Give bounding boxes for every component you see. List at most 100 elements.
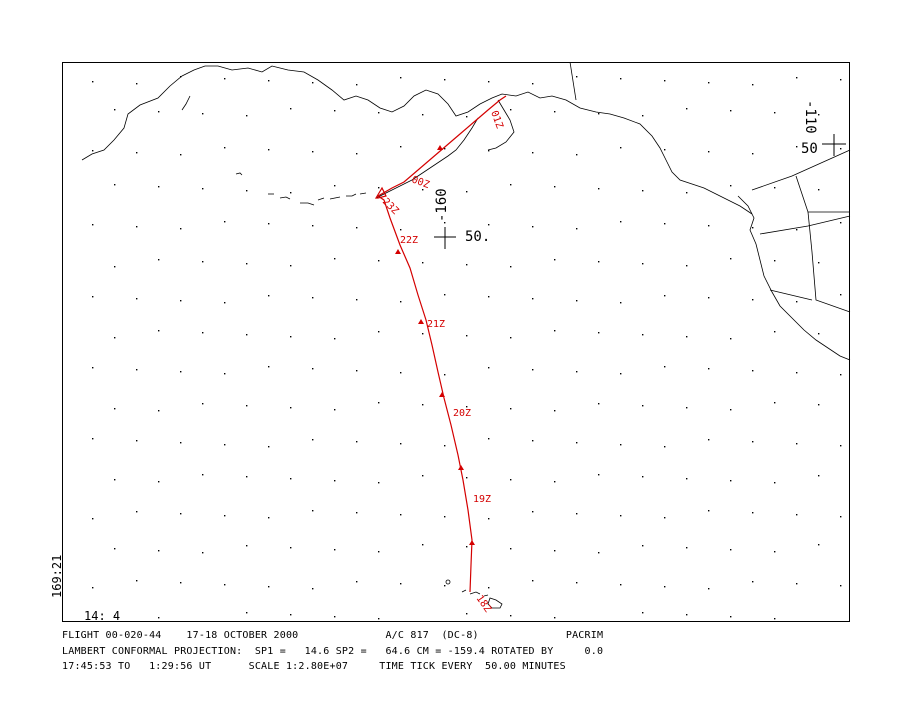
grid-dot — [554, 330, 556, 332]
grid-dot — [422, 544, 424, 546]
grid-dot — [466, 546, 468, 548]
time-label-18z: 18Z — [474, 593, 493, 614]
grid-dot — [840, 294, 842, 296]
grid-dot — [796, 77, 798, 79]
grid-dot — [576, 442, 578, 444]
grid-dot — [466, 477, 468, 479]
grid-dot — [686, 547, 688, 549]
grid-dot — [400, 583, 402, 585]
grid-dot — [576, 371, 578, 373]
grid-dot — [202, 332, 204, 334]
grid-dot — [268, 586, 270, 588]
grid-dot — [268, 446, 270, 448]
grid-dot — [268, 223, 270, 225]
grid-dot — [400, 514, 402, 516]
grid-dot — [642, 115, 644, 117]
grid-dot — [158, 111, 160, 113]
grid-dot — [576, 582, 578, 584]
grid-dot — [444, 516, 446, 518]
grid-dot — [312, 510, 314, 512]
grid-dot — [510, 184, 512, 186]
grid-dot — [202, 113, 204, 115]
grid-dot — [840, 445, 842, 447]
grid-dot — [598, 332, 600, 334]
grid-dot — [92, 587, 94, 589]
grid-dot — [356, 84, 358, 86]
grid-dot — [730, 110, 732, 112]
grid-dot — [246, 612, 248, 614]
grid-dot — [158, 259, 160, 261]
footer-projection-line: LAMBERT CONFORMAL PROJECTION: SP1 = 14.6… — [62, 646, 604, 657]
grid-dot — [312, 151, 314, 153]
grid-dot — [202, 474, 204, 476]
flight-track — [374, 95, 507, 593]
grid-dot — [378, 482, 380, 484]
grid-dot — [708, 225, 710, 227]
grid-dot — [818, 544, 820, 546]
grid-dot — [796, 583, 798, 585]
grid-dot — [510, 337, 512, 339]
grid-dot — [180, 371, 182, 373]
grid-dot — [532, 298, 534, 300]
grid-dot — [620, 444, 622, 446]
grid-dot — [400, 146, 402, 148]
grid-dot — [598, 188, 600, 190]
grid-dot — [92, 224, 94, 226]
grid-dot — [664, 517, 666, 519]
alaska-coastline — [81, 61, 753, 215]
grid-dot — [268, 149, 270, 151]
grid-dot — [510, 408, 512, 410]
grid-dot — [488, 224, 490, 226]
grid-dot — [686, 336, 688, 338]
grid-dot — [510, 109, 512, 111]
grid-dot — [114, 184, 116, 186]
grid-dot — [136, 369, 138, 371]
grid-dot — [422, 333, 424, 335]
grid-dot — [488, 587, 490, 589]
grid-dot — [312, 225, 314, 227]
grid-dot — [686, 192, 688, 194]
grid-dot — [818, 475, 820, 477]
grid-dot — [246, 405, 248, 407]
grid-dot — [664, 80, 666, 82]
grid-dot — [840, 222, 842, 224]
grid-dot — [290, 192, 292, 194]
grid-dot — [114, 408, 116, 410]
grid-dot — [466, 335, 468, 337]
grid-dot — [444, 148, 446, 150]
grid-dot — [532, 369, 534, 371]
grid-dot — [730, 185, 732, 187]
grid-dot — [378, 551, 380, 553]
grid-dot — [334, 110, 336, 112]
grid-dot — [752, 84, 754, 86]
grid-dot — [466, 406, 468, 408]
grid-dot — [202, 188, 204, 190]
grid-dot — [246, 115, 248, 117]
grid-dot — [136, 511, 138, 513]
grid-dot — [466, 116, 468, 118]
grid-dot — [180, 154, 182, 156]
center-lon-label: -160 — [434, 188, 450, 222]
grid-dot — [686, 407, 688, 409]
grid-dot — [598, 261, 600, 263]
grid-dot — [312, 297, 314, 299]
grid-dot — [180, 442, 182, 444]
time-tick-marker — [418, 319, 424, 324]
grid-dot — [532, 511, 534, 513]
time-label-00z: 00Z — [410, 174, 431, 191]
grid-dot — [840, 148, 842, 150]
grid-dot — [422, 189, 424, 191]
grid-dot — [246, 334, 248, 336]
grid-dot — [356, 299, 358, 301]
grid-dot — [510, 548, 512, 550]
grid-dot — [378, 618, 380, 620]
grid-dot — [136, 298, 138, 300]
grid-dot — [158, 410, 160, 412]
grid-dot — [92, 367, 94, 369]
grid-dot — [554, 617, 556, 619]
graticule-cross-edge — [822, 134, 846, 156]
grid-dot — [136, 83, 138, 85]
grid-dot — [664, 586, 666, 588]
grid-dot — [378, 187, 380, 189]
